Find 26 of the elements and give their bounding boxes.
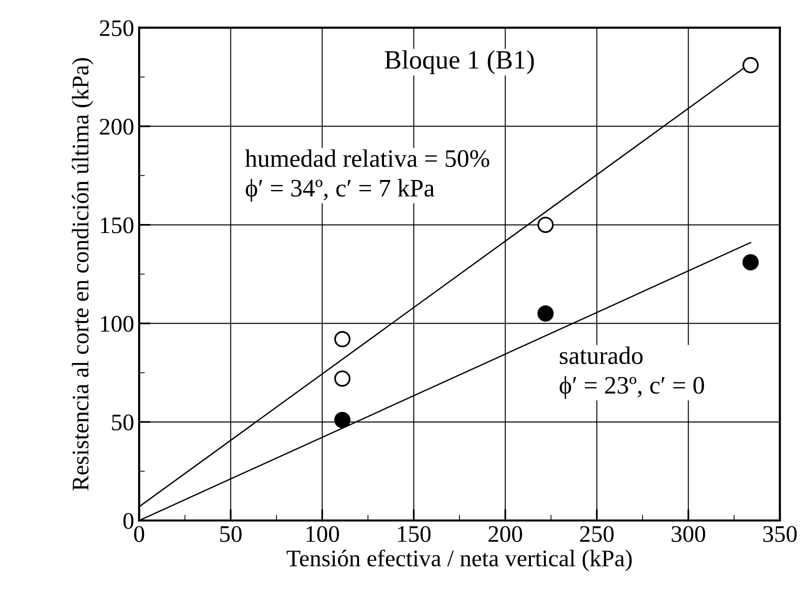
point	[742, 57, 759, 74]
x-tick-label: 150	[398, 526, 431, 542]
y-tick-label: 100	[100, 316, 134, 332]
x-tick-label: 100	[306, 526, 340, 542]
x-tick-label: 300	[672, 526, 706, 542]
point	[537, 216, 554, 233]
x-tick-label: 250	[580, 526, 614, 542]
point	[334, 412, 350, 428]
point	[334, 331, 350, 348]
point	[334, 370, 350, 387]
annotation: humedad relativa = 50% ϕ′ = 34º, c′ = 7 kPa	[245, 149, 490, 202]
annotation: saturado ϕ′ = 23º, c′ = 0	[560, 346, 704, 399]
y-tick-label: 250	[100, 20, 134, 36]
y-tick-label: 50	[112, 414, 134, 430]
x-tick-label: 350	[763, 526, 797, 542]
x-axis-title: Tensión efectiva / neta vertical (kPa)	[286, 550, 632, 572]
y-axis-title: Resistencia al corte en condición última (kPa)	[72, 58, 94, 490]
point	[537, 305, 554, 322]
x-tick-label: 0	[134, 526, 144, 542]
y-tick-label: 0	[123, 513, 134, 529]
point	[742, 254, 759, 270]
x-tick-label: 50	[220, 526, 242, 542]
y-tick-label: 150	[100, 217, 134, 234]
x-tick-label: 200	[488, 526, 522, 542]
y-tick-label: 200	[100, 118, 134, 135]
text: Bloque 1 (B1)	[384, 50, 534, 74]
